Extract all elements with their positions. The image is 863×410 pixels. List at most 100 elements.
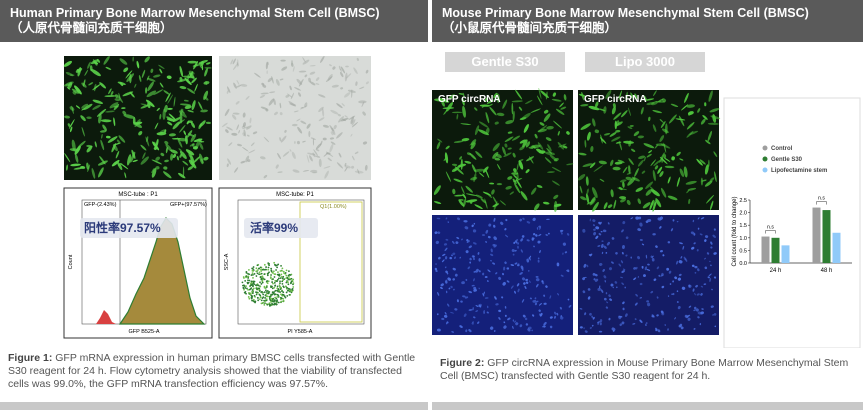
- cell: [686, 104, 695, 108]
- event-dot: [283, 278, 286, 281]
- cell: [124, 172, 127, 179]
- cell: [560, 230, 563, 233]
- event-dot: [291, 290, 293, 293]
- cell: [445, 270, 448, 274]
- y-tick-label: 0.5: [739, 248, 747, 254]
- cell: [485, 127, 490, 135]
- cell: [488, 223, 492, 227]
- cell: [619, 323, 623, 327]
- cell: [667, 328, 670, 331]
- cell: [277, 171, 283, 173]
- event-dot: [280, 264, 282, 267]
- bar: [822, 210, 831, 263]
- cell: [231, 114, 237, 120]
- cell: [586, 188, 589, 195]
- event-dot: [276, 285, 279, 288]
- cell: [306, 154, 310, 163]
- cell: [285, 94, 290, 98]
- cell: [489, 106, 497, 116]
- cell: [603, 132, 611, 136]
- cell: [501, 272, 505, 276]
- cell: [473, 172, 477, 183]
- cell: [504, 314, 507, 317]
- cell: [456, 217, 461, 221]
- cell: [678, 273, 682, 277]
- event-dot: [265, 295, 268, 298]
- event-dot: [279, 291, 281, 293]
- event-dot: [278, 284, 281, 287]
- cell: [132, 56, 134, 62]
- cell: [304, 102, 308, 108]
- cell: [504, 261, 507, 265]
- cell: [144, 56, 150, 63]
- cell: [318, 94, 326, 98]
- cell: [123, 67, 129, 73]
- cell: [472, 255, 476, 258]
- cell: [676, 221, 679, 223]
- cell: [329, 137, 335, 140]
- cell: [179, 153, 183, 158]
- right-figure: GFP circRNA GFP circRNA 0.0 0.5 1.0 1.5 2.0 2…: [432, 88, 861, 348]
- cell: [462, 105, 466, 118]
- cell: [487, 305, 489, 309]
- cell: [65, 71, 74, 77]
- event-dot: [265, 299, 268, 302]
- cell: [513, 174, 519, 180]
- cell: [622, 301, 625, 305]
- cell: [478, 129, 489, 136]
- cell: [102, 124, 107, 131]
- cell: [438, 256, 441, 260]
- event-dot: [285, 274, 288, 277]
- event-dot: [256, 291, 258, 294]
- caption-text: GFP circRNA expression in Mouse Primary …: [440, 357, 849, 382]
- cell: [619, 179, 627, 183]
- cell: [81, 103, 89, 109]
- cell: [639, 282, 643, 286]
- cell: [511, 249, 515, 252]
- cell: [456, 236, 460, 240]
- cell: [243, 129, 246, 137]
- cell: [705, 139, 711, 145]
- cell: [320, 56, 325, 63]
- event-dot: [276, 264, 278, 267]
- cell: [517, 288, 520, 293]
- cell: [511, 100, 523, 103]
- cell: [642, 202, 651, 209]
- cell: [350, 133, 353, 137]
- cell: [588, 105, 600, 111]
- event-dot: [285, 269, 288, 272]
- cell: [318, 117, 325, 122]
- cell: [612, 166, 621, 171]
- cell: [109, 102, 119, 109]
- event-dot: [251, 289, 254, 291]
- cell: [340, 117, 349, 122]
- event-dot: [277, 271, 279, 273]
- cell: [112, 144, 118, 152]
- event-dot: [261, 281, 264, 284]
- cell: [473, 257, 475, 261]
- cell: [468, 329, 472, 333]
- cell: [650, 159, 656, 167]
- event-dot: [272, 282, 274, 285]
- cell: [634, 93, 638, 99]
- cell: [672, 292, 675, 296]
- cell: [499, 200, 506, 206]
- cell: [697, 108, 701, 113]
- cell: [541, 280, 544, 283]
- cell: [606, 301, 609, 304]
- cell: [493, 330, 496, 332]
- cell: [447, 221, 450, 223]
- cell: [692, 288, 695, 292]
- cell: [145, 87, 148, 94]
- event-dot: [256, 272, 259, 275]
- cell: [599, 178, 605, 182]
- cell: [491, 189, 495, 195]
- cell: [655, 143, 666, 147]
- cell: [516, 283, 520, 287]
- cell: [275, 164, 279, 169]
- cell: [309, 65, 316, 67]
- cell: [657, 217, 662, 221]
- cell: [445, 217, 448, 220]
- cell: [188, 72, 195, 79]
- cell: [251, 142, 255, 147]
